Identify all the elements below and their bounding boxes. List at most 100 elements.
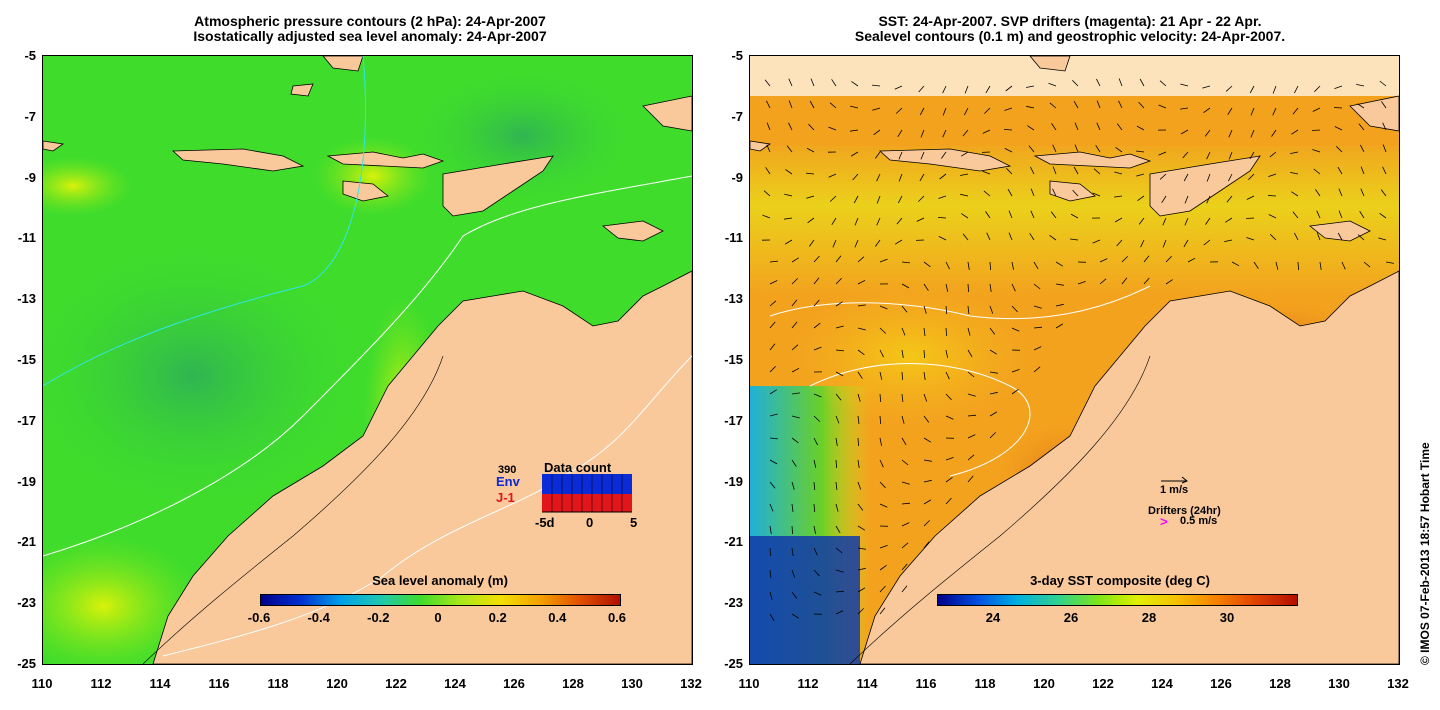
- velocity-arrow: [791, 591, 798, 599]
- velocity-arrow: [1114, 171, 1123, 175]
- velocity-arrow: [813, 481, 816, 491]
- velocity-arrow: [1205, 217, 1211, 225]
- velocity-arrow: [945, 371, 950, 380]
- right-title: SST: 24-Apr-2007. SVP drifters (magenta)…: [740, 14, 1400, 44]
- velocity-arrow: [1121, 256, 1128, 263]
- velocity-arrow: [1030, 166, 1035, 175]
- right-map-svg: [750, 56, 1399, 664]
- velocity-arrow: [879, 371, 883, 380]
- velocity-arrow: [762, 214, 771, 219]
- velocity-arrow: [901, 371, 903, 381]
- velocity-arrow: [763, 190, 771, 197]
- velocity-arrow: [989, 411, 998, 417]
- velocity-arrow: [1180, 107, 1189, 110]
- velocity-arrow: [1272, 107, 1277, 116]
- drifters-marker: >: [1160, 514, 1168, 529]
- x-tick-label: 126: [503, 676, 525, 691]
- velocity-arrow: [857, 503, 864, 511]
- velocity-arrow: [1033, 283, 1041, 290]
- velocity-arrow: [876, 195, 881, 204]
- velocity-arrow: [791, 321, 798, 329]
- velocity-arrow: [1030, 210, 1035, 219]
- velocity-arrow: [1055, 261, 1064, 267]
- velocity-arrow: [879, 327, 887, 334]
- velocity-arrow: [829, 195, 837, 202]
- velocity-arrow: [1250, 107, 1255, 116]
- velocity-arrow: [1271, 129, 1277, 137]
- velocity-arrow: [916, 217, 925, 222]
- velocity-arrow: [805, 172, 815, 175]
- velocity-arrow: [786, 145, 793, 153]
- y-tick-label: -13: [724, 291, 743, 307]
- velocity-arrow: [1118, 100, 1123, 109]
- velocity-arrow: [945, 349, 948, 358]
- velocity-arrow: [850, 105, 859, 109]
- velocity-arrow: [1270, 234, 1277, 241]
- data-count-tick-0: 0: [586, 515, 594, 530]
- velocity-arrow: [1319, 261, 1322, 270]
- velocity-arrow: [1055, 283, 1064, 286]
- velocity-arrow: [1292, 107, 1299, 115]
- velocity-arrow: [1099, 278, 1107, 285]
- velocity-arrow: [1204, 129, 1211, 137]
- colorbar-tick-label: -0.2: [367, 610, 390, 625]
- velocity-arrow: [769, 547, 771, 557]
- velocity-arrow: [808, 239, 815, 247]
- colorbar-tick-label: 0: [434, 610, 442, 625]
- velocity-arrow: [941, 151, 947, 159]
- velocity-arrow: [813, 459, 817, 468]
- velocity-arrow: [1358, 123, 1365, 131]
- velocity-arrow: [967, 475, 974, 483]
- velocity-arrow: [851, 81, 859, 87]
- x-tick-label: 118: [267, 676, 289, 691]
- velocity-arrow: [769, 300, 777, 307]
- velocity-arrow: [1226, 195, 1233, 203]
- velocity-arrow: [985, 211, 991, 219]
- velocity-arrow: [857, 481, 862, 490]
- colorbar-tick-label: 26: [1063, 610, 1079, 625]
- velocity-arrow: [1356, 84, 1365, 87]
- velocity-arrow: [1033, 366, 1041, 373]
- velocity-arrow: [791, 569, 796, 578]
- left-colorbar-title: Sea level anomaly (m): [372, 573, 508, 588]
- velocity-arrow: [1055, 303, 1064, 307]
- velocity-arrow: [923, 305, 927, 314]
- velocity-arrow: [967, 261, 970, 270]
- velocity-arrow: [961, 213, 969, 219]
- velocity-arrow: [1095, 145, 1101, 153]
- velocity-arrow: [1162, 239, 1167, 248]
- velocity-arrow: [1336, 146, 1343, 153]
- left-title: Atmospheric pressure contours (2 hPa): 2…: [40, 14, 700, 44]
- velocity-arrow: [942, 107, 947, 116]
- velocity-arrow: [879, 503, 888, 508]
- velocity-arrow: [901, 283, 910, 289]
- velocity-arrow: [1033, 346, 1042, 351]
- velocity-arrow: [1268, 173, 1277, 177]
- velocity-arrow: [831, 217, 837, 226]
- velocity-arrow: [810, 78, 815, 87]
- velocity-arrow: [857, 608, 864, 615]
- velocity-arrow: [989, 349, 998, 355]
- velocity-arrow: [1290, 172, 1299, 175]
- velocity-arrow: [1357, 103, 1365, 109]
- x-tick-label: 130: [621, 676, 643, 691]
- y-tick-label: -19: [17, 473, 36, 489]
- velocity-arrow: [813, 393, 822, 398]
- y-tick-label: -23: [724, 595, 743, 611]
- drifters-speed: 0.5 m/s: [1180, 515, 1218, 527]
- velocity-arrow: [1337, 166, 1343, 175]
- x-tick-label: 130: [1328, 676, 1350, 691]
- velocity-arrow: [872, 107, 881, 111]
- velocity-arrow: [769, 343, 776, 351]
- drifters-label: Drifters (24hr): [1148, 505, 1221, 517]
- velocity-arrow: [960, 151, 969, 157]
- velocity-arrow: [1184, 217, 1189, 226]
- velocity-arrow: [857, 587, 866, 593]
- velocity-arrow: [857, 256, 865, 263]
- velocity-arrow: [923, 415, 930, 423]
- velocity-arrow: [835, 569, 844, 573]
- velocity-arrow: [923, 541, 930, 549]
- velocity-arrow: [857, 393, 861, 402]
- velocity-arrow: [806, 195, 815, 199]
- y-tick-label: -21: [17, 534, 36, 550]
